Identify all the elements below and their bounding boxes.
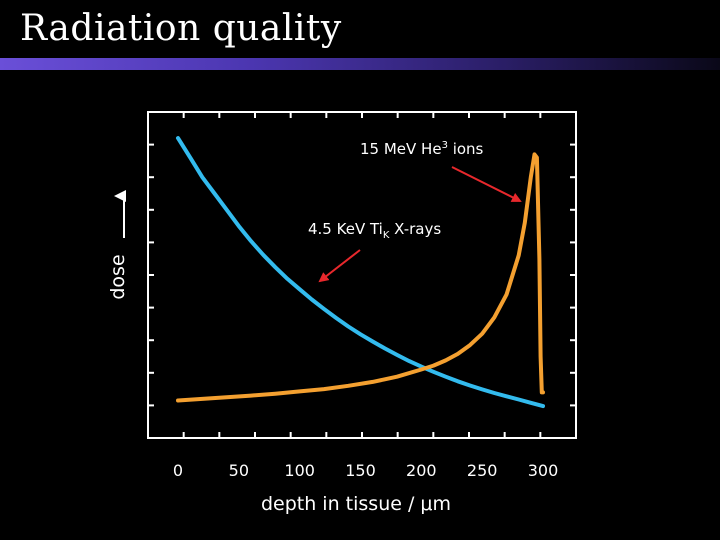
annotation-xray-main: 4.5 KeV Ti	[308, 220, 383, 238]
y-axis-label: dose	[107, 254, 129, 299]
annotation-xray-arrow	[318, 249, 361, 283]
series-layer	[176, 136, 545, 409]
x-tick-label-300: 300	[528, 461, 559, 480]
x-tick-label-100: 100	[284, 461, 315, 480]
annotation-he3-main: 15 MeV He	[360, 140, 442, 158]
x-tick-label-200: 200	[406, 461, 437, 480]
x-tick-label-250: 250	[467, 461, 498, 480]
x-axis-label: depth in tissue / μm	[261, 493, 451, 515]
series-line-he3-ions	[176, 152, 545, 403]
minor-ticks	[148, 112, 576, 438]
annotation-he3-tail: ions	[448, 140, 484, 158]
annotation-xray-label: 4.5 KeV TiK X-rays	[308, 220, 441, 241]
x-tick-label-0: 0	[173, 461, 183, 480]
slide-title: Radiation quality	[20, 8, 342, 49]
annotation-xray-tail: X-rays	[389, 220, 441, 238]
x-tick-label-150: 150	[345, 461, 376, 480]
title-accent-bar	[0, 58, 720, 70]
x-tick-labels: 0 50 100 150 200 250 300	[173, 461, 558, 480]
annotation-he3-label: 15 MeV He3 ions	[360, 140, 484, 158]
annotation-he3-sup: 3	[442, 140, 448, 151]
annotation-xray-sub: K	[383, 230, 390, 241]
series-line-xrays	[176, 136, 545, 409]
x-tick-label-50: 50	[229, 461, 249, 480]
annotation-he3-arrow	[451, 166, 522, 202]
